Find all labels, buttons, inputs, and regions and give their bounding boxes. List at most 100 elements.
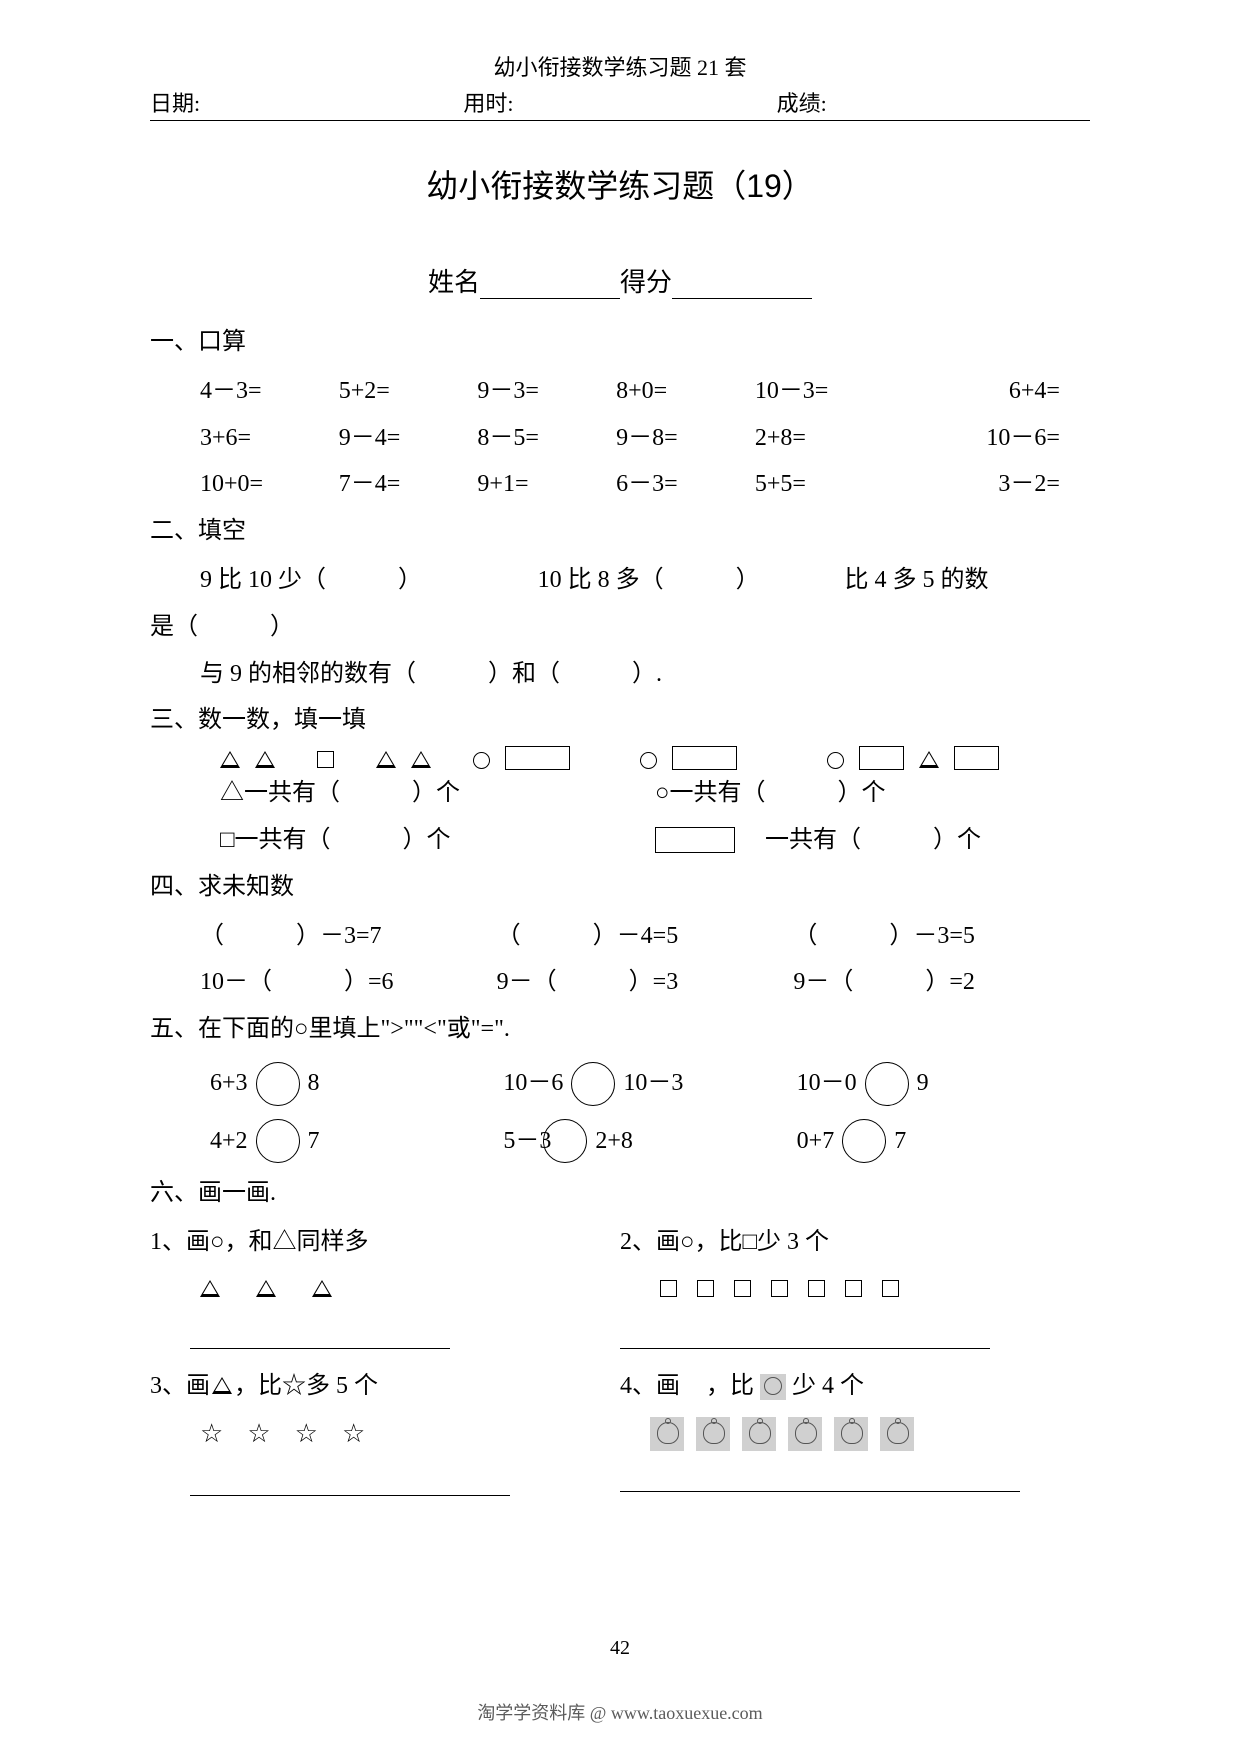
score-blank (672, 298, 812, 299)
q4-shapes (620, 1409, 1090, 1456)
rhs: 10－3 (623, 1055, 683, 1113)
triangle-icon (200, 1280, 220, 1297)
square-icon (771, 1280, 788, 1297)
star-icon: ☆ (200, 1409, 223, 1460)
expr: 5+5= (755, 461, 894, 508)
section-6-head: 六、画一画. (150, 1170, 1090, 1217)
compare-circle (543, 1119, 587, 1163)
expr: 10－3= (755, 368, 894, 415)
expr: （ ）－3=7 (200, 913, 497, 960)
s6-row1: 1、画○，和△同样多 2、画○，比□少 3 个 (150, 1219, 1090, 1349)
expr: 9－3= (477, 368, 616, 415)
compare-row-2: 4+27 5－32+8 0+77 (150, 1113, 1090, 1171)
bell-icon (650, 1417, 684, 1451)
name-label: 姓名 (428, 268, 480, 297)
section-5-head: 五、在下面的○里填上">""<"或"=". (150, 1006, 1090, 1053)
square-icon (734, 1280, 751, 1297)
s6-row2: 3、画，比☆多 5 个 ☆ ☆ ☆ ☆ 4、画 ，比 少 4 个 (150, 1363, 1090, 1496)
expr: 6+4= (894, 368, 1090, 415)
section-1-head: 一、口算 (150, 319, 1090, 366)
s3-line3: □一共有（ ）个 一共有（ ）个 (150, 817, 1090, 864)
answer-line (190, 1321, 450, 1349)
worksheet-page: 幼小衔接数学练习题 21 套 日期: 用时: 成绩: 幼小衔接数学练习题（19）… (0, 0, 1240, 1755)
expr: 8+0= (616, 368, 755, 415)
compare-row-1: 6+38 10－610－3 10－09 (150, 1055, 1090, 1113)
q1-shapes (150, 1266, 620, 1313)
compare-circle (256, 1062, 300, 1106)
rectangle-icon (954, 746, 999, 770)
fill-blank: 比 4 多 5 的数 (844, 557, 1090, 604)
q3-text: 3、画，比☆多 5 个 (150, 1363, 620, 1410)
answer-line (620, 1464, 1020, 1492)
expr: （ ）－4=5 (497, 913, 794, 960)
triangle-icon (220, 751, 240, 768)
rhs: 9 (917, 1055, 929, 1113)
expr: 7－4= (339, 461, 478, 508)
expr: 9－8= (616, 415, 755, 462)
square-icon (845, 1280, 862, 1297)
triangle-icon (256, 1280, 276, 1297)
square-icon (660, 1280, 677, 1297)
count-label: 一共有（ ）个 (765, 817, 981, 864)
bell-icon (696, 1417, 730, 1451)
q1-text: 1、画○，和△同样多 (150, 1219, 620, 1266)
circle-icon (827, 752, 844, 769)
name-blank (480, 298, 620, 299)
bell-icon (880, 1417, 914, 1451)
answer-line (190, 1468, 510, 1496)
header-series-title: 幼小衔接数学练习题 21 套 (150, 50, 1090, 82)
s2-line2: 是（ ） (150, 604, 1090, 651)
rhs: 2+8 (595, 1113, 633, 1171)
rhs: 7 (308, 1113, 320, 1171)
bell-icon (742, 1417, 776, 1451)
q2-shapes (620, 1266, 1090, 1313)
triangle-icon (411, 751, 431, 768)
square-icon (317, 751, 334, 768)
math-row-3: 10+0= 7－4= 9+1= 6－3= 5+5= 3－2= (150, 461, 1090, 508)
math-row-2: 3+6= 9－4= 8－5= 9－8= 2+8= 10－6= (150, 415, 1090, 462)
expr: 10－（ ）=6 (200, 959, 497, 1006)
page-number: 42 (0, 1637, 1240, 1660)
footer-text: 淘学学资料库 @ www.taoxuexue.com (0, 1699, 1240, 1725)
expr: 4－3= (200, 368, 339, 415)
circle-icon (640, 752, 657, 769)
score-label: 得分 (620, 268, 672, 297)
lhs: 6+3 (210, 1055, 248, 1113)
rectangle-icon (859, 746, 904, 770)
lhs: 10－0 (797, 1055, 857, 1113)
bell-icon (760, 1374, 786, 1400)
math-row-1: 4－3= 5+2= 9－3= 8+0= 10－3= 6+4= (150, 368, 1090, 415)
triangle-icon (255, 751, 275, 768)
count-label: □一共有（ ）个 (220, 817, 655, 864)
header-time: 用时: (463, 86, 776, 118)
bell-icon (788, 1417, 822, 1451)
expr: 3－2= (894, 461, 1090, 508)
rhs: 8 (308, 1055, 320, 1113)
section-3-head: 三、数一数，填一填 (150, 697, 1090, 744)
header-score: 成绩: (777, 86, 1090, 118)
compare-circle (571, 1062, 615, 1106)
section-2-head: 二、填空 (150, 508, 1090, 555)
s3-line2: △一共有（ ）个 ○一共有（ ）个 (150, 770, 1090, 817)
expr: 6－3= (616, 461, 755, 508)
q4-text: 4、画 ，比 少 4 个 (620, 1363, 1090, 1410)
square-icon (697, 1280, 714, 1297)
compare-circle (865, 1062, 909, 1106)
expr: 9－（ ）=3 (497, 959, 794, 1006)
header-info-row: 日期: 用时: 成绩: (150, 86, 1090, 121)
star-icon: ☆ (295, 1409, 318, 1460)
circle-icon (473, 752, 490, 769)
expr: 9+1= (477, 461, 616, 508)
bell-icon (834, 1417, 868, 1451)
expr: 8－5= (477, 415, 616, 462)
shape-row (150, 746, 1090, 770)
expr: 2+8= (755, 415, 894, 462)
triangle-icon (919, 751, 939, 768)
lhs: 0+7 (797, 1113, 835, 1171)
fill-blank: 9 比 10 少（ ） (200, 557, 538, 604)
triangle-icon (312, 1280, 332, 1297)
star-icon: ☆ (342, 1409, 365, 1460)
count-label: ○一共有（ ）个 (655, 770, 1090, 817)
section-4-head: 四、求未知数 (150, 864, 1090, 911)
triangle-icon (376, 751, 396, 768)
